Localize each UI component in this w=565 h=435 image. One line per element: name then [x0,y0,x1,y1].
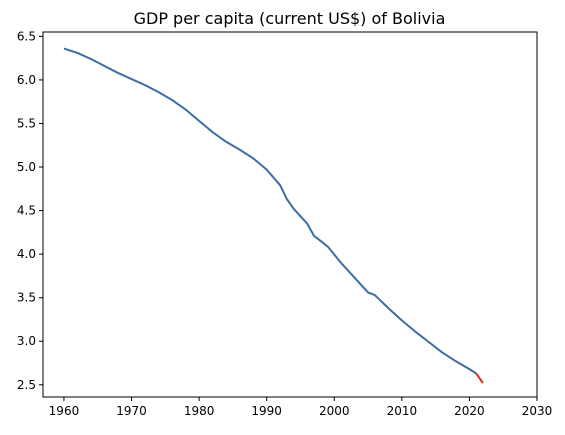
x-tick-label-0: 1960 [49,404,80,418]
series-line-0 [63,47,477,375]
chart-title: GDP per capita (current US$) of Bolivia [134,9,446,28]
y-tick-label-1: 3.0 [17,334,36,348]
chart-plot-area: 1960 1970 1980 1990 2000 2010 2020 2030 2.5 3.0 3.… [17,29,552,418]
x-tick-label-4: 2000 [319,404,350,418]
x-tick-label-1: 1970 [116,404,147,418]
y-tick-label-2: 3.5 [17,291,36,305]
y-tick-label-8: 6.5 [17,29,36,43]
x-tick-label-5: 2010 [387,404,418,418]
plot-frame [42,31,538,398]
y-tick-label-3: 4.0 [17,247,36,261]
y-tick-label-7: 6.0 [17,73,36,87]
y-tick-label-0: 2.5 [17,378,36,392]
x-tick-label-6: 2020 [454,404,485,418]
y-tick-label-6: 5.5 [17,116,36,130]
x-tick-label-7: 2030 [522,404,553,418]
y-tick-label-5: 5.0 [17,160,36,174]
series-line-1 [475,372,484,384]
x-tick-label-2: 1980 [184,404,215,418]
x-tick-label-3: 1990 [251,404,282,418]
y-tick-label-4: 4.5 [17,204,36,218]
